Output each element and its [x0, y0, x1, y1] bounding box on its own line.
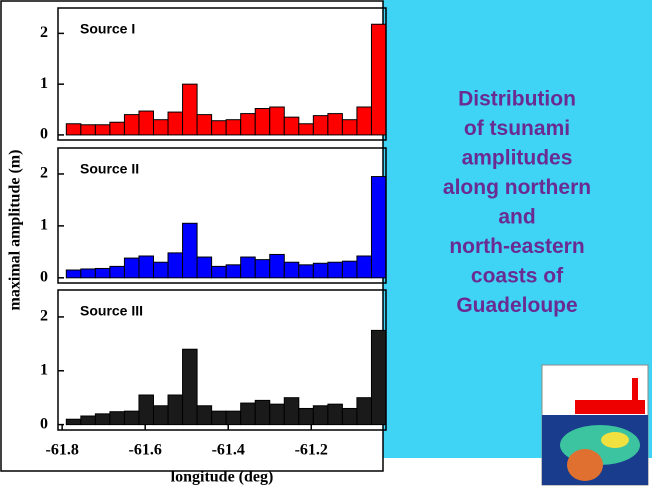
- bar: [270, 254, 285, 277]
- x-tick-label: -61.8: [45, 442, 78, 459]
- thumbnail: [542, 365, 648, 485]
- bar: [95, 414, 110, 425]
- bar: [124, 258, 139, 278]
- y-tick-label: 1: [40, 361, 48, 378]
- panel-text: Distribution: [458, 88, 576, 111]
- bar: [168, 395, 183, 425]
- panel-text: north-eastern: [449, 235, 584, 258]
- panel-text: and: [498, 206, 535, 229]
- bar: [197, 257, 212, 278]
- y-tick-label: 2: [40, 165, 48, 182]
- bar: [226, 120, 241, 135]
- panel-text: of tsunami: [464, 117, 570, 140]
- bar: [371, 330, 386, 424]
- bar: [212, 266, 227, 277]
- bar: [183, 223, 198, 278]
- panel-text: along northern: [443, 176, 591, 199]
- bar: [357, 398, 372, 425]
- bar: [313, 116, 328, 135]
- bar: [139, 256, 154, 278]
- bar: [139, 395, 154, 425]
- chart-title: Source I: [80, 21, 135, 37]
- bar: [183, 84, 198, 135]
- bar: [255, 400, 270, 424]
- bar: [226, 411, 241, 424]
- bar: [342, 261, 357, 278]
- bar: [226, 265, 241, 278]
- bar: [183, 349, 198, 424]
- bar: [153, 120, 168, 135]
- bar: [124, 115, 139, 135]
- bar: [168, 253, 183, 278]
- bar: [371, 177, 386, 278]
- bar: [241, 257, 256, 278]
- bar: [371, 24, 386, 135]
- x-tick-label: -61.2: [295, 442, 328, 459]
- bar: [197, 406, 212, 425]
- bar: [139, 111, 154, 135]
- bar: [110, 122, 125, 135]
- bar: [284, 262, 299, 278]
- slide: 0 1 2 Source I 0 1 2 Source II maximal amplitude…: [0, 0, 652, 490]
- x-tick-label: -61.6: [129, 442, 162, 459]
- bar: [313, 263, 328, 278]
- y-tick-label: 0: [40, 268, 48, 285]
- bar: [95, 125, 110, 135]
- bar: [357, 256, 372, 278]
- bar: [270, 107, 285, 135]
- bar: [197, 115, 212, 135]
- y-tick-label: 1: [40, 217, 48, 234]
- y-tick-label: 0: [40, 415, 48, 432]
- panel-text: coasts of: [471, 265, 564, 288]
- bar: [255, 260, 270, 278]
- bar: [66, 270, 81, 278]
- bar: [284, 398, 299, 425]
- panel-text: Guadeloupe: [456, 294, 577, 317]
- panel-text: amplitudes: [462, 147, 573, 170]
- bar: [342, 120, 357, 135]
- bar: [212, 411, 227, 424]
- bar: [81, 269, 96, 278]
- bar: [168, 112, 183, 135]
- bar: [328, 262, 343, 278]
- bar: [255, 109, 270, 135]
- bar: [299, 124, 314, 135]
- bar: [241, 114, 256, 135]
- bar: [241, 403, 256, 425]
- bar: [81, 416, 96, 425]
- bar: [153, 406, 168, 425]
- bar: [357, 107, 372, 135]
- bar: [299, 408, 314, 424]
- bar: [95, 268, 110, 277]
- chart-title: Source II: [80, 161, 139, 177]
- bar: [124, 411, 139, 424]
- y-tick-label: 1: [40, 75, 48, 92]
- y-axis-label: maximal amplitude (m): [7, 150, 24, 311]
- bar: [110, 412, 125, 425]
- bar: [110, 266, 125, 277]
- bar: [153, 262, 168, 278]
- bar: [66, 124, 81, 135]
- y-tick-label: 2: [40, 24, 48, 41]
- chart-title: Source III: [80, 303, 143, 319]
- bar: [328, 114, 343, 135]
- bar: [313, 406, 328, 425]
- y-tick-label: 2: [40, 308, 48, 325]
- bar: [270, 404, 285, 424]
- x-tick-label: -61.4: [212, 442, 245, 459]
- x-axis-label: longitude (deg): [171, 469, 274, 486]
- bar: [284, 117, 299, 135]
- bar: [328, 404, 343, 424]
- bar: [81, 125, 96, 135]
- bar: [212, 121, 227, 135]
- bar: [342, 408, 357, 424]
- bar: [66, 419, 81, 424]
- bar: [299, 265, 314, 278]
- y-tick-label: 0: [40, 126, 48, 143]
